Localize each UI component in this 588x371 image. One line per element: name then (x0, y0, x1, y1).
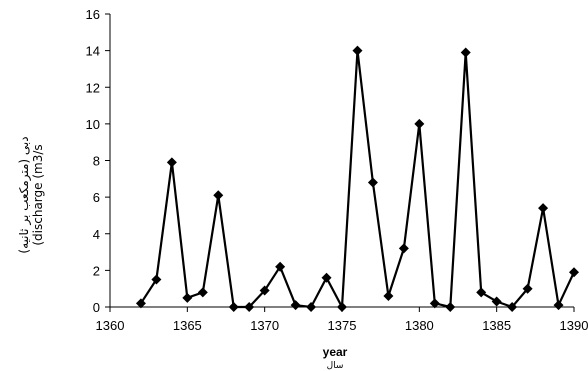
data-point-marker (476, 287, 486, 297)
data-markers (136, 46, 579, 312)
data-point-marker (337, 302, 347, 312)
data-point-marker (291, 300, 301, 310)
data-point-marker (461, 47, 471, 57)
data-point-marker (383, 291, 393, 301)
x-tick-label: 1370 (250, 318, 279, 333)
y-tick-label: 0 (93, 300, 100, 315)
data-point-marker (213, 190, 223, 200)
y-tick-label: 4 (93, 227, 100, 242)
x-axis-title: year (323, 345, 348, 359)
data-point-marker (492, 297, 502, 307)
data-point-marker (554, 300, 564, 310)
data-point-marker (167, 157, 177, 167)
data-point-marker (414, 119, 424, 129)
y-tick-label: 14 (86, 44, 100, 59)
data-point-marker (229, 302, 239, 312)
y-axis-ticks: 0 2 4 6 8 10 12 14 16 (86, 7, 110, 315)
data-point-marker (445, 302, 455, 312)
y-tick-label: 10 (86, 117, 100, 132)
data-point-marker (322, 273, 332, 283)
x-tick-label: 1375 (328, 318, 357, 333)
data-point-marker (399, 243, 409, 253)
y-tick-label: 16 (86, 7, 100, 22)
y-tick-label: 12 (86, 80, 100, 95)
data-point-marker (538, 203, 548, 213)
x-tick-label: 1390 (560, 318, 588, 333)
data-point-marker (569, 267, 579, 277)
x-tick-label: 1380 (405, 318, 434, 333)
y-tick-label: 8 (93, 154, 100, 169)
plot-area: 1360 1365 1370 1375 1380 1385 1390 0 2 4 6 8 10 12 14… (86, 7, 588, 333)
y-axis-title-group: دبی (مترمکعب بر ثانیه) (discharge (m3/s (17, 136, 45, 253)
y-axis-title-secondary: دبی (مترمکعب بر ثانیه) (17, 136, 32, 253)
data-point-marker (368, 177, 378, 187)
data-point-marker (306, 302, 316, 312)
y-axis-title-primary: (discharge (m3/s (31, 144, 45, 245)
series-line (141, 51, 574, 307)
y-tick-label: 6 (93, 190, 100, 205)
x-tick-label: 1360 (96, 318, 125, 333)
x-axis-subtitle: سال (327, 361, 344, 371)
y-tick-label: 2 (93, 263, 100, 278)
x-tick-label: 1385 (482, 318, 511, 333)
data-point-marker (198, 287, 208, 297)
x-tick-label: 1365 (173, 318, 202, 333)
data-point-marker (182, 293, 192, 303)
data-point-marker (352, 46, 362, 56)
